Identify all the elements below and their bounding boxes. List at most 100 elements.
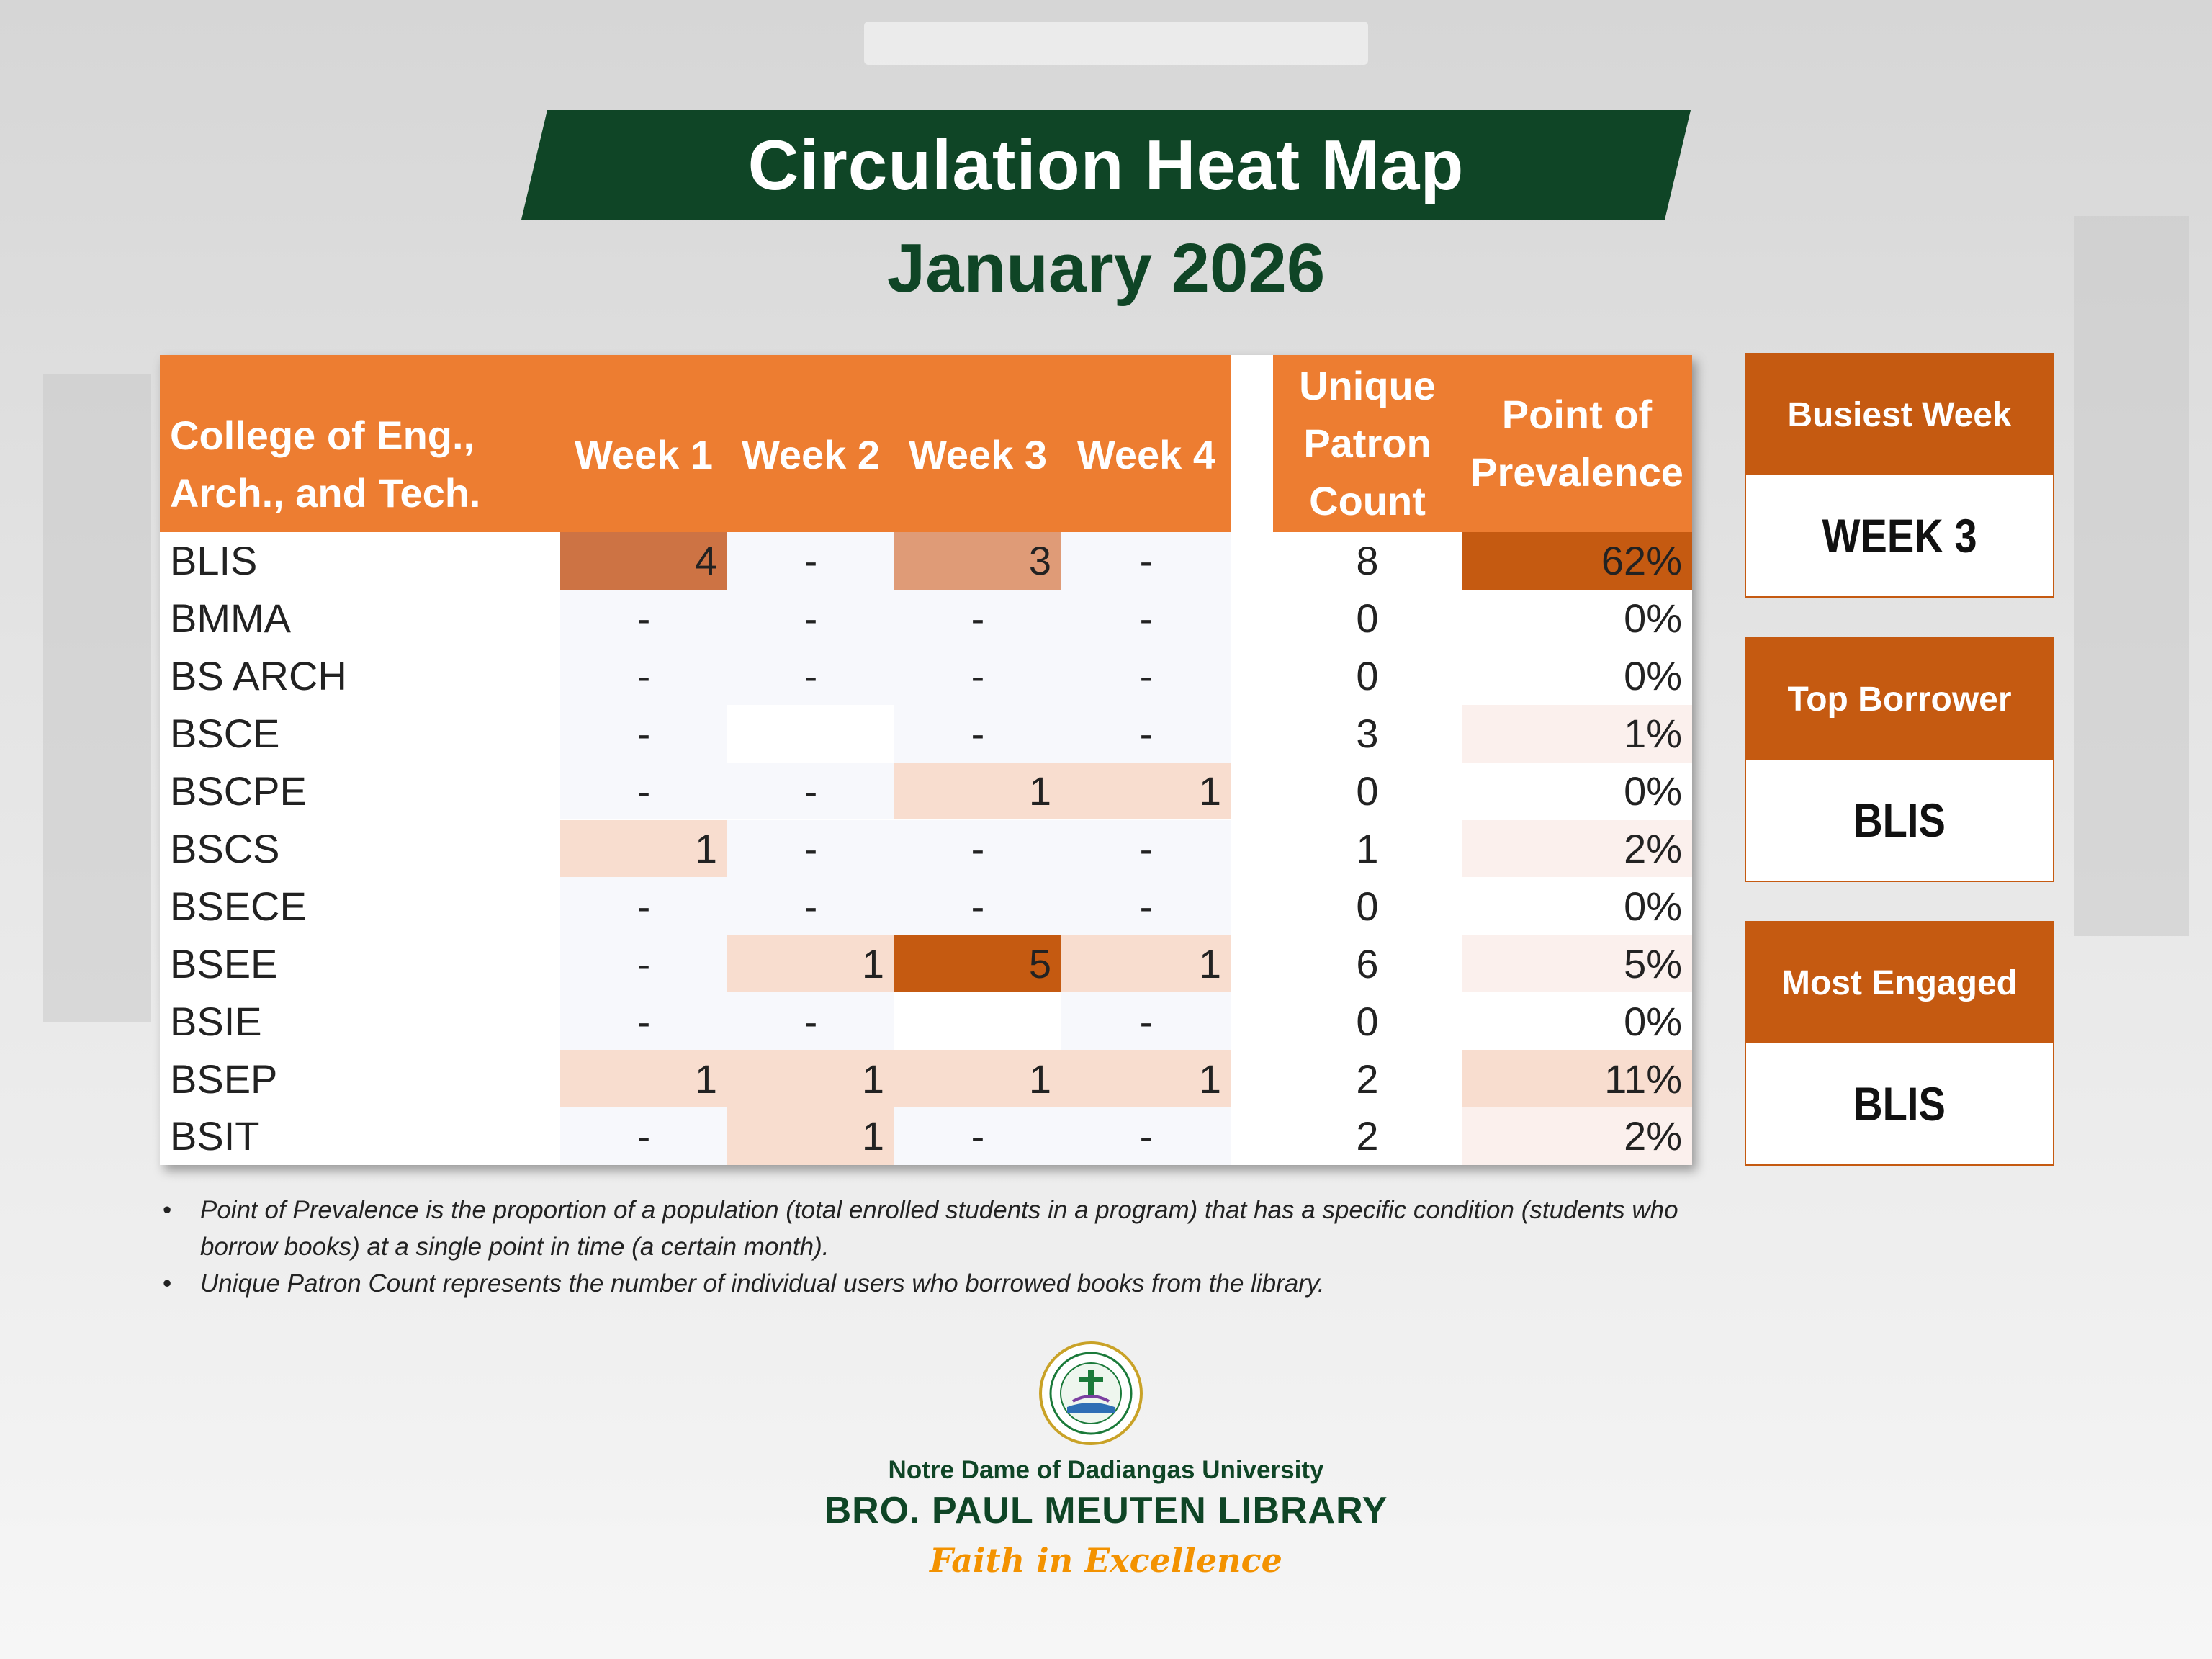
week-cell: 4 — [560, 532, 727, 590]
week-cell — [727, 704, 894, 763]
unique-patron-cell: 0 — [1273, 647, 1462, 705]
top-borrower-panel: Top Borrower BLIS — [1745, 637, 2054, 882]
week-cell: 1 — [727, 1050, 894, 1107]
panel-value: BLIS — [1853, 1077, 1946, 1130]
program-label: BSECE — [160, 877, 560, 935]
prevalence-cell: 5% — [1462, 935, 1692, 993]
program-label: BMMA — [160, 589, 560, 647]
week-cell: - — [894, 589, 1061, 647]
week-cell: 3 — [894, 532, 1061, 590]
prevalence-cell: 2% — [1462, 1107, 1692, 1165]
prevalence-header-line: Prevalence — [1470, 449, 1683, 495]
unique-patron-cell: 0 — [1273, 992, 1462, 1051]
week-cell — [894, 992, 1061, 1051]
background-shelf-left — [43, 374, 151, 1022]
prevalence-header-line: Point of — [1501, 392, 1653, 437]
background-light — [864, 22, 1368, 65]
week-cell: - — [1061, 704, 1231, 763]
week-cell: - — [727, 819, 894, 878]
week-cell: - — [1061, 819, 1231, 878]
week-cell: - — [1061, 877, 1231, 935]
week-cell: - — [894, 1107, 1061, 1165]
week-cell: 1 — [560, 819, 727, 878]
footnotes: • Point of Prevalence is the proportion o… — [160, 1192, 1708, 1302]
prevalence-cell: 62% — [1462, 532, 1692, 590]
panel-value: BLIS — [1853, 793, 1946, 847]
program-label: BSEE — [160, 935, 560, 993]
unique-patron-cell: 2 — [1273, 1107, 1462, 1165]
unique-patron-header: Unique Patron Count — [1273, 355, 1462, 532]
library-name: BRO. PAUL MEUTEN LIBRARY — [824, 1490, 1388, 1532]
week-cell: - — [1061, 532, 1231, 590]
program-label: BSCE — [160, 704, 560, 763]
unique-patron-cell: 1 — [1273, 819, 1462, 878]
prevalence-cell: 0% — [1462, 589, 1692, 647]
unique-header-line: Unique — [1299, 363, 1436, 408]
week-cell: - — [560, 704, 727, 763]
prevalence-cell: 0% — [1462, 992, 1692, 1051]
week-cell: 1 — [1061, 1050, 1231, 1107]
week-cell: - — [727, 532, 894, 590]
week-cell: - — [560, 589, 727, 647]
title-banner: Circulation Heat Map — [521, 110, 1691, 220]
week-cell: 1 — [727, 935, 894, 993]
week-cell: - — [1061, 647, 1231, 705]
panel-label: Most Engaged — [1746, 922, 2053, 1043]
unique-patron-cell: 6 — [1273, 935, 1462, 993]
prevalence-header: Point of Prevalence — [1462, 355, 1692, 532]
week-cell: - — [560, 762, 727, 820]
week-cell: 1 — [727, 1107, 894, 1165]
week-cell: - — [727, 877, 894, 935]
week-cell: - — [894, 819, 1061, 878]
university-name: Notre Dame of Dadiangas University — [888, 1456, 1324, 1484]
bullet-icon: • — [163, 1196, 172, 1224]
program-label: BSCS — [160, 819, 560, 878]
week-cell: - — [560, 992, 727, 1051]
column-gap — [1231, 355, 1273, 1165]
unique-patron-cell: 0 — [1273, 589, 1462, 647]
unique-patron-cell: 2 — [1273, 1050, 1462, 1107]
college-header: College of Eng., Arch., and Tech. — [160, 355, 1231, 532]
unique-patron-cell: 0 — [1273, 762, 1462, 820]
panel-value: WEEK 3 — [1822, 509, 1977, 562]
most-engaged-panel: Most Engaged BLIS — [1745, 921, 2054, 1166]
footnote-item: • Point of Prevalence is the proportion o… — [160, 1192, 1708, 1265]
program-label: BSIT — [160, 1107, 560, 1165]
week-cell: - — [560, 1107, 727, 1165]
college-header-line: Arch., and Tech. — [170, 470, 481, 516]
panel-label: Busiest Week — [1746, 354, 2053, 475]
unique-patron-cell: 0 — [1273, 877, 1462, 935]
bullet-icon: • — [163, 1269, 172, 1298]
footnote-text: Point of Prevalence is the proportion of… — [200, 1196, 1678, 1261]
week-cell: - — [727, 992, 894, 1051]
page-title: Circulation Heat Map — [747, 125, 1465, 204]
week-cell: 1 — [894, 1050, 1061, 1107]
week-cell: - — [1061, 992, 1231, 1051]
program-label: BLIS — [160, 532, 560, 590]
footnote-text: Unique Patron Count represents the numbe… — [200, 1269, 1325, 1298]
week-cell: - — [560, 877, 727, 935]
prevalence-cell: 0% — [1462, 647, 1692, 705]
week-cell: - — [894, 704, 1061, 763]
busiest-week-panel: Busiest Week WEEK 3 — [1745, 353, 2054, 598]
footnote-item: • Unique Patron Count represents the numb… — [160, 1265, 1708, 1302]
week-cell: - — [1061, 589, 1231, 647]
week-cell: 1 — [1061, 762, 1231, 820]
program-label: BSIE — [160, 992, 560, 1051]
heat-map-table: College of Eng., Arch., and Tech. Week 1 We… — [160, 355, 1692, 1165]
program-label: BSEP — [160, 1050, 560, 1107]
week-header: Week 2 — [742, 431, 880, 477]
week-cell: - — [560, 647, 727, 705]
week-cell: - — [727, 589, 894, 647]
program-label: BSCPE — [160, 762, 560, 820]
week-cell: - — [1061, 1107, 1231, 1165]
prevalence-cell: 11% — [1462, 1050, 1692, 1107]
unique-patron-cell: 3 — [1273, 704, 1462, 763]
page-subtitle: January 2026 — [886, 230, 1326, 307]
week-cell: 5 — [894, 935, 1061, 993]
prevalence-cell: 0% — [1462, 762, 1692, 820]
college-header-line: College of Eng., — [170, 413, 475, 458]
week-cell: 1 — [894, 762, 1061, 820]
week-cell: - — [894, 877, 1061, 935]
university-seal-icon — [1039, 1341, 1143, 1445]
